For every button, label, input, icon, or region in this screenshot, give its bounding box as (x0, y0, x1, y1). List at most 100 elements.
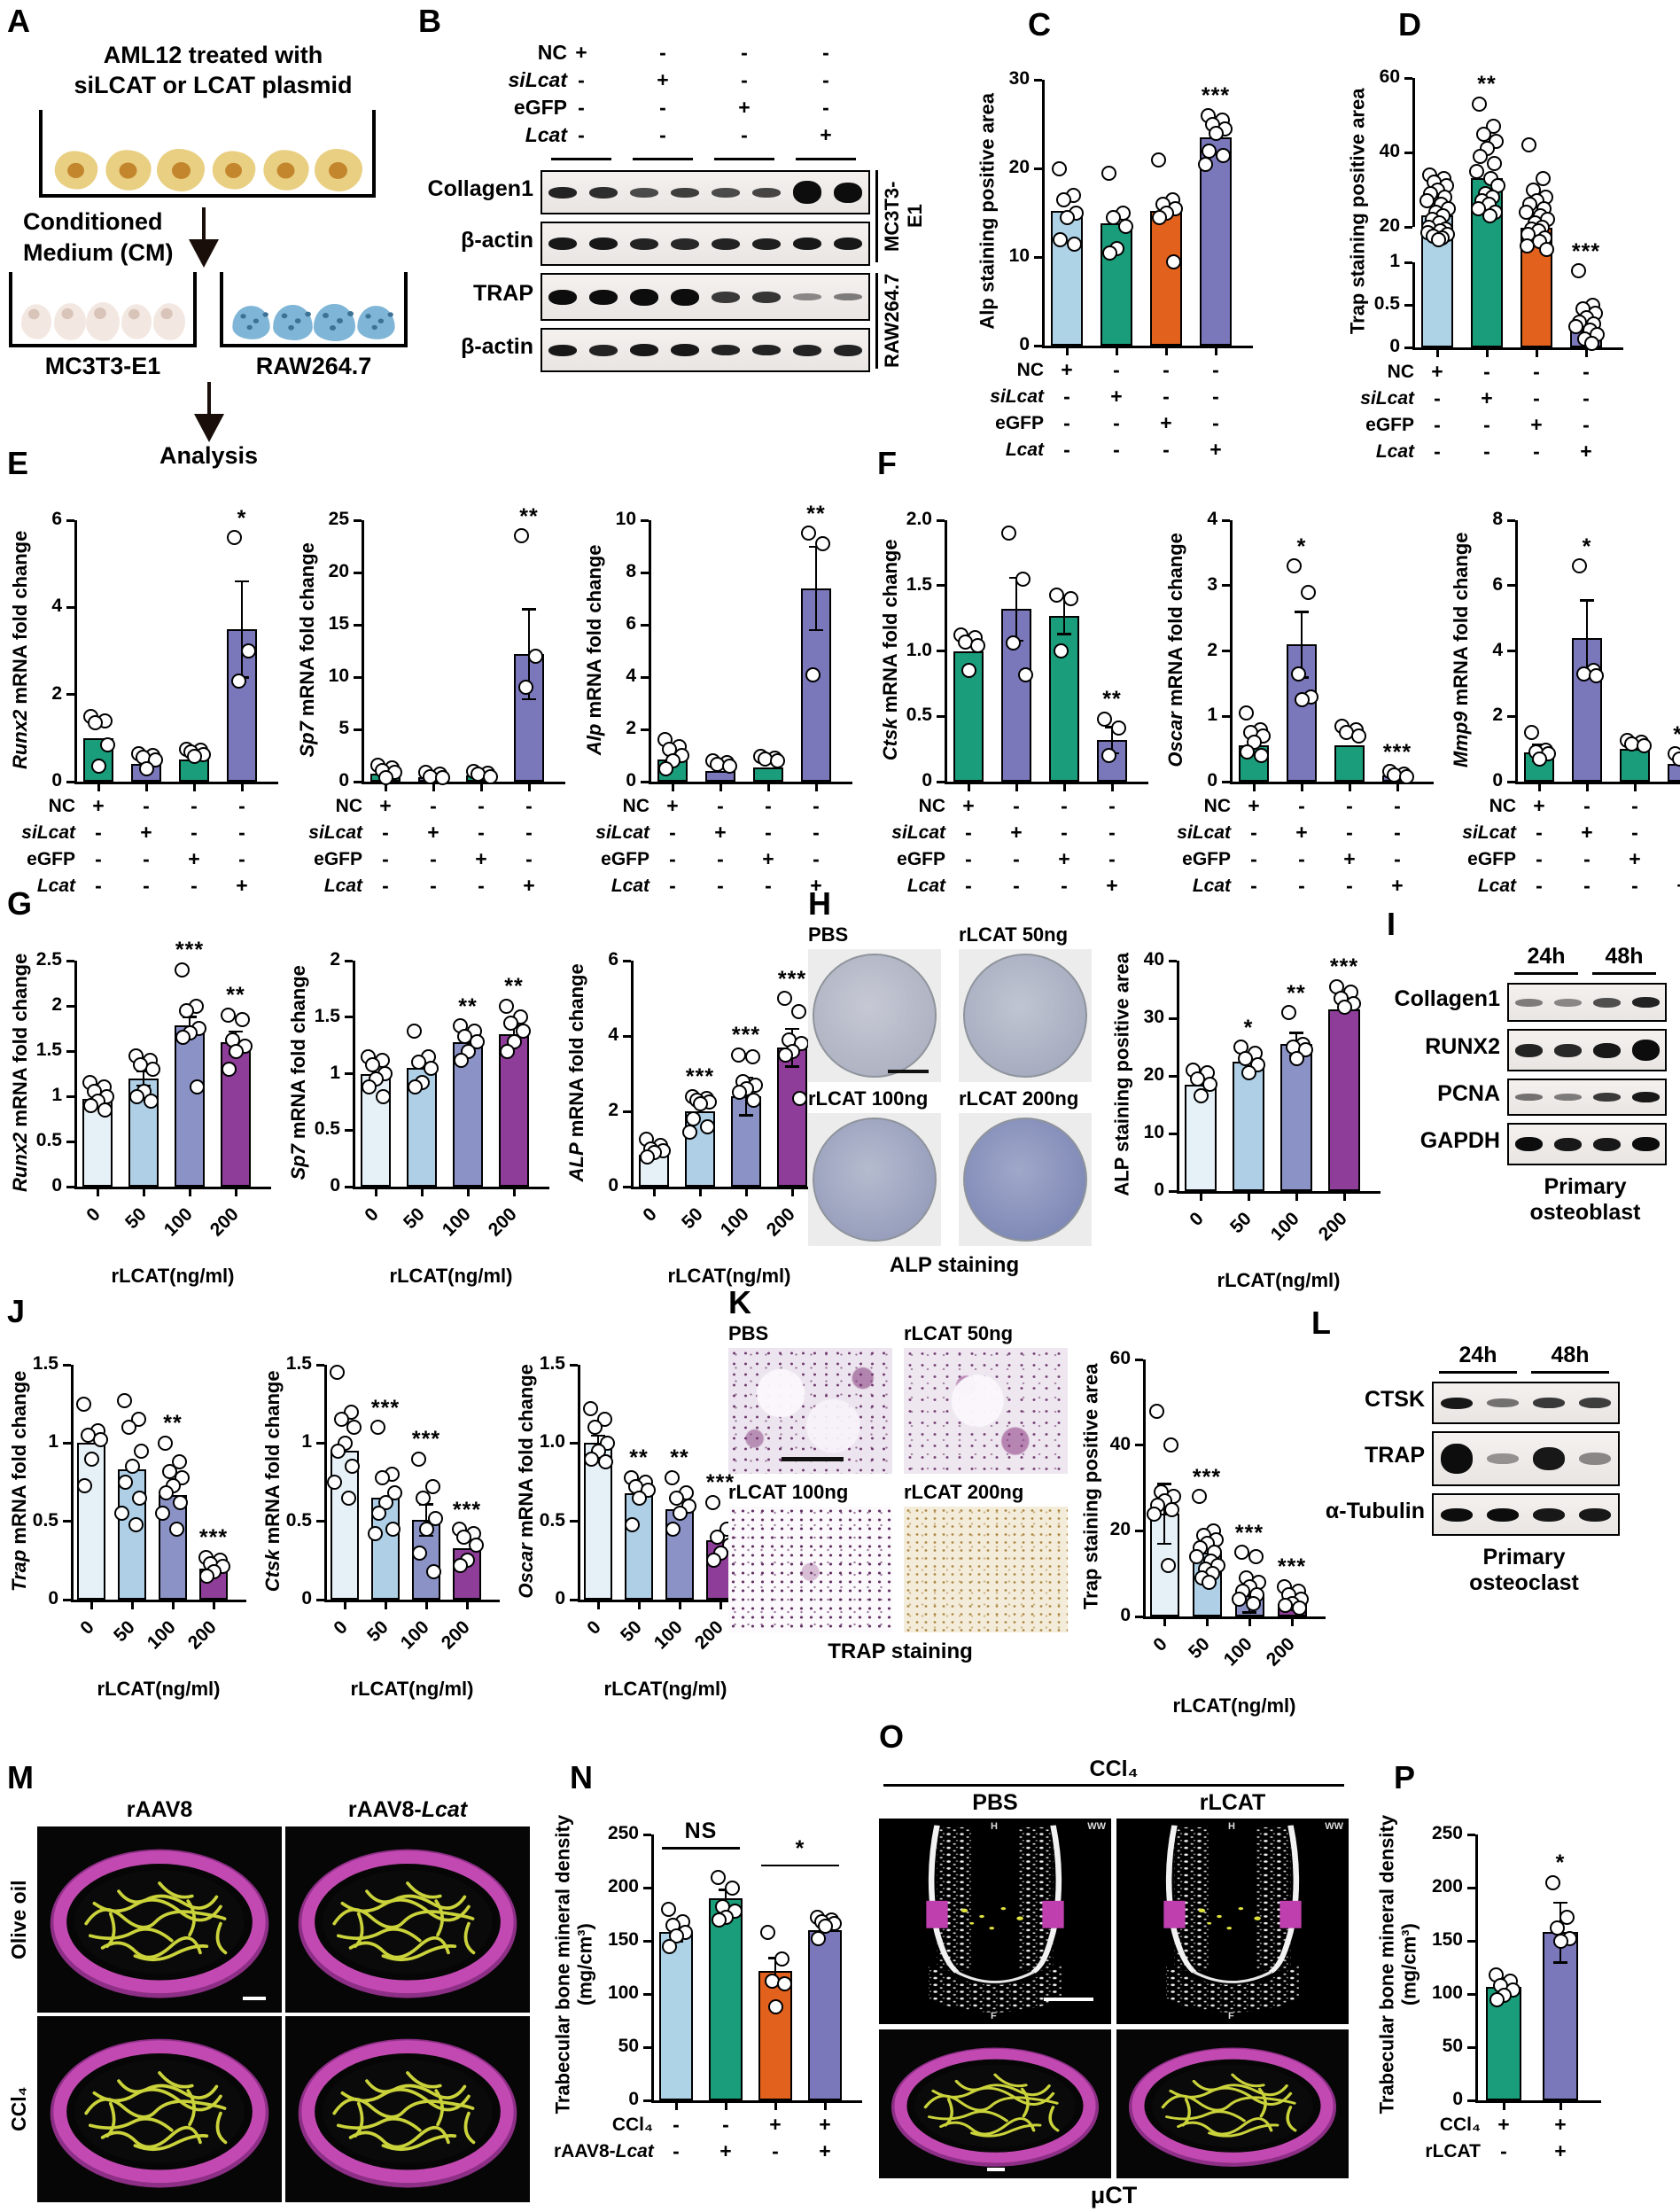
y-tick-mark (316, 1441, 324, 1445)
blot-target-label: TRAP (472, 281, 533, 306)
y-tick-mark (1467, 1833, 1475, 1836)
protein-band (1553, 998, 1582, 1007)
blot-target-label: Collagen1 (1394, 986, 1500, 1011)
protein-band (1592, 1137, 1621, 1151)
y-tick-mark (66, 780, 74, 783)
data-point (1300, 584, 1316, 600)
data-point (375, 1088, 391, 1104)
blot-lane (542, 330, 583, 370)
y-tick-label: 1.5 (35, 1040, 62, 1060)
data-point (75, 1396, 91, 1412)
x-tick-mark (766, 784, 770, 791)
well-circle (813, 1118, 937, 1242)
y-tick-mark (345, 1128, 353, 1132)
y-tick-mark (1467, 1939, 1475, 1943)
panel-letter-d: D (1398, 6, 1421, 43)
osteoblast-cell-icon (86, 301, 120, 341)
uct-caption: μCT (1090, 2182, 1138, 2208)
x-tick-mark (97, 784, 100, 791)
data-point (664, 1469, 680, 1485)
data-point (453, 1052, 469, 1068)
error-cap (1580, 599, 1594, 602)
error-cap (1553, 1901, 1567, 1904)
y-tick-mark (623, 1110, 631, 1113)
bar (1233, 1061, 1264, 1191)
panel-b-westernblot: B NC + - - - siLcat - + - - eGFP - - + - Lcat - - - + Collag… (418, 5, 964, 436)
timepoint-header: 48h (1551, 1343, 1590, 1367)
blot-lane (1509, 1031, 1548, 1070)
x-axis-title: rLCAT(ng/ml) (603, 1678, 727, 1700)
blot-strip (1432, 1382, 1620, 1424)
data-point (1519, 238, 1535, 253)
data-point (370, 1506, 386, 1522)
x-tick-mark (678, 1602, 681, 1609)
condition-symbol: - (722, 2113, 729, 2136)
y-tick-mark (1034, 255, 1042, 259)
y-axis-line (74, 520, 77, 783)
x-axis-title: rLCAT(ng/ml) (389, 1265, 513, 1287)
x-tick-mark (1290, 1619, 1294, 1626)
bar (175, 1025, 205, 1187)
condition-symbol: - (143, 847, 150, 870)
y-tick-label: 2.0 (906, 509, 932, 529)
data-point (1280, 1005, 1296, 1020)
error-cap (591, 1434, 605, 1437)
data-point (340, 1490, 356, 1506)
condition-symbol: - (1163, 358, 1170, 381)
condition-symbol: + (1106, 874, 1118, 897)
x-tick-mark (674, 2103, 678, 2110)
condition-symbol: + (575, 41, 587, 64)
blot-lane (624, 330, 665, 370)
bar (659, 1932, 693, 2100)
x-tick-mark (512, 1189, 516, 1196)
data-point (221, 1061, 237, 1077)
data-point (583, 1451, 599, 1467)
data-point (1570, 263, 1586, 279)
data-point (1151, 209, 1167, 225)
data-point (767, 1998, 783, 2014)
ct-mark-ww: WW (1325, 1821, 1343, 1832)
protein-band (793, 344, 821, 356)
condition-symbol: - (765, 794, 772, 817)
data-point (1015, 571, 1031, 587)
error-cap (1553, 1961, 1567, 1964)
data-point (113, 1506, 129, 1522)
blot-strip (541, 222, 870, 266)
data-point (1231, 1592, 1247, 1608)
data-point (1110, 720, 1126, 736)
condition-row-label: eGFP (1365, 415, 1414, 435)
condition-symbol: - (1670, 821, 1680, 845)
blot-lane (1626, 1080, 1665, 1114)
y-tick-label: 1.5 (539, 1353, 565, 1374)
y-tick-mark (937, 584, 945, 588)
y-tick-mark (1507, 584, 1515, 588)
y-tick-label: 0 (330, 1175, 340, 1196)
y-tick-mark (354, 728, 362, 731)
data-point (418, 1522, 434, 1537)
panel-letter-i: I (1387, 906, 1396, 942)
condition-row-label: CCl₄ (611, 2115, 653, 2135)
y-tick-label: 1 (1389, 251, 1400, 271)
condition-symbol: - (1346, 821, 1353, 844)
condition-symbol: + (1343, 847, 1356, 870)
blot-target-label: β-actin (461, 334, 533, 359)
header-underline (1514, 972, 1578, 975)
data-point (1148, 1403, 1164, 1419)
condition-symbol: - (965, 847, 972, 870)
condition-symbol: - (717, 847, 724, 870)
bar (758, 1970, 792, 2100)
protein-band (1553, 1094, 1582, 1101)
data-point (346, 1420, 362, 1436)
significance-label: ** (1102, 687, 1122, 713)
blot-lane (1548, 1125, 1587, 1164)
panel-letter-p: P (1394, 1759, 1416, 1795)
condition-symbol: - (430, 874, 437, 897)
x-tick-mark (1205, 1619, 1209, 1626)
y-tick-label: 150 (607, 1929, 639, 1950)
uct-image-ccl4-raav8lcat (285, 2016, 530, 2202)
osteoblast-cell-icon (153, 302, 186, 340)
data-point (407, 1079, 423, 1095)
cell-nucleus (281, 313, 288, 318)
raav8-lcat-column-label: rAAV8-Lcat (347, 1797, 468, 1822)
data-point (699, 1118, 715, 1134)
